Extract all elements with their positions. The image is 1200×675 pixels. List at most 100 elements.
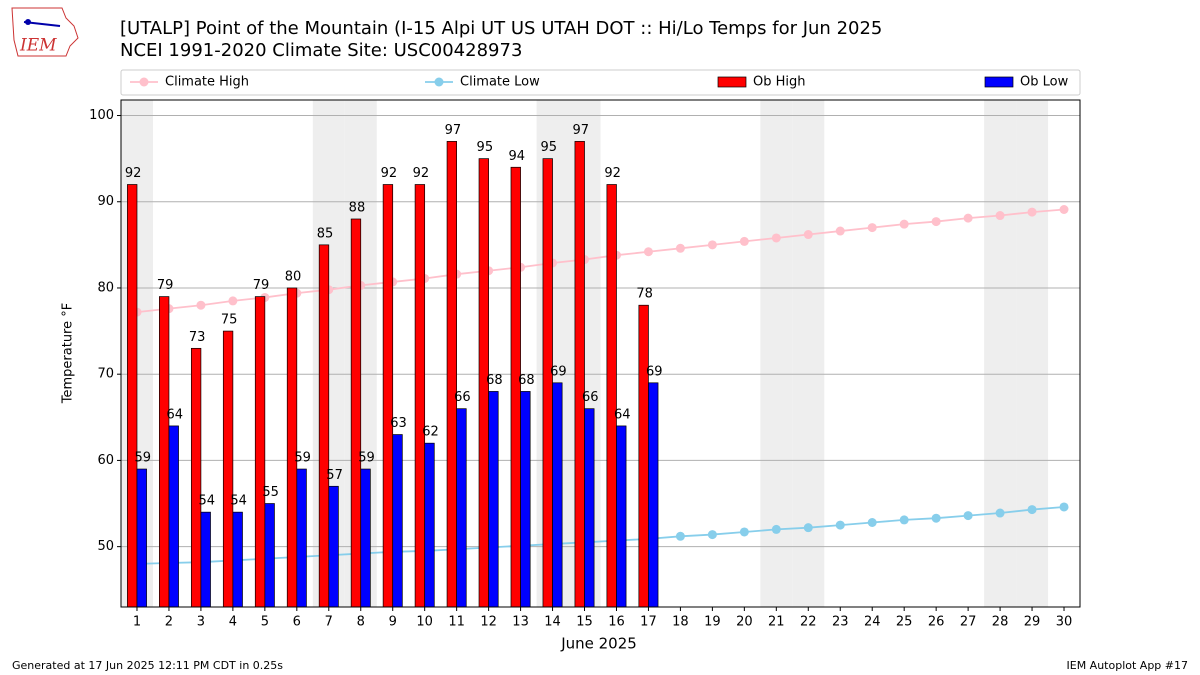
bar — [286, 287, 298, 608]
bar — [127, 184, 138, 608]
line-marker — [228, 296, 238, 306]
line-marker — [803, 523, 813, 533]
bar — [232, 511, 243, 608]
line-marker — [739, 236, 749, 246]
data-label: 94 — [509, 149, 526, 164]
data-label: 55 — [262, 485, 279, 500]
data-label: 59 — [358, 451, 375, 466]
y-tick-label: 100 — [89, 108, 114, 123]
weekend-band — [760, 100, 793, 607]
x-tick-label: 24 — [864, 615, 881, 630]
line-marker — [1059, 502, 1069, 512]
bar — [318, 244, 330, 608]
line-marker — [931, 217, 941, 227]
data-label: 79 — [157, 278, 174, 293]
bar — [584, 408, 595, 608]
y-tick-label: 50 — [97, 539, 114, 554]
y-tick-label: 90 — [97, 194, 114, 209]
line-marker — [899, 219, 909, 229]
x-tick-label: 2 — [165, 615, 173, 630]
data-label: 92 — [125, 166, 142, 181]
legend-label: Climate Low — [460, 75, 540, 90]
line-marker — [1027, 207, 1037, 217]
line-marker — [995, 211, 1005, 221]
bar — [159, 296, 170, 608]
legend-box — [120, 69, 1081, 96]
y-tick-label: 70 — [97, 367, 114, 382]
bar — [168, 425, 179, 608]
bar — [296, 468, 307, 608]
bar — [488, 391, 499, 608]
x-tick-label: 19 — [704, 615, 721, 630]
data-label: 95 — [477, 140, 494, 155]
data-label: 73 — [189, 330, 206, 345]
x-tick-label: 3 — [197, 615, 205, 630]
bar — [414, 184, 426, 608]
weekend-band — [984, 100, 1017, 607]
data-label: 79 — [253, 278, 270, 293]
legend-swatch — [717, 76, 747, 88]
bar — [542, 158, 553, 608]
data-label: 62 — [422, 425, 439, 440]
bar — [552, 382, 563, 608]
x-tick-label: 4 — [229, 615, 237, 630]
x-tick-label: 5 — [261, 615, 269, 630]
logo-text: IEM — [19, 36, 57, 56]
footer-left: Generated at 17 Jun 2025 12:11 PM CDT in… — [12, 659, 283, 672]
bar — [328, 485, 339, 608]
data-label: 80 — [285, 269, 302, 284]
x-tick-label: 7 — [325, 615, 333, 630]
x-tick-label: 29 — [1024, 615, 1041, 630]
line-marker — [771, 524, 781, 534]
line-marker — [867, 518, 877, 527]
y-tick-label: 80 — [97, 280, 114, 295]
data-label: 66 — [582, 390, 599, 405]
x-tick-label: 14 — [544, 615, 561, 630]
line-marker — [675, 531, 685, 541]
line-marker — [707, 530, 717, 540]
bar — [190, 347, 202, 608]
line-marker — [739, 527, 749, 537]
data-label: 68 — [518, 373, 535, 388]
line-marker — [931, 513, 941, 523]
line-marker — [867, 223, 877, 233]
data-label: 59 — [135, 451, 152, 466]
x-tick-label: 11 — [448, 615, 465, 630]
data-label: 85 — [317, 226, 334, 241]
legend-label: Ob Low — [1020, 75, 1069, 90]
x-tick-label: 9 — [389, 615, 397, 630]
x-tick-label: 17 — [640, 615, 657, 630]
bar — [222, 330, 234, 608]
data-label: 68 — [486, 373, 503, 388]
bar — [574, 141, 585, 608]
data-label: 92 — [604, 166, 621, 181]
x-tick-label: 18 — [672, 615, 689, 630]
data-label: 69 — [646, 364, 663, 379]
y-tick-label: 60 — [97, 453, 114, 468]
chart-subtitle: NCEI 1991-2020 Climate Site: USC00428973 — [120, 40, 522, 61]
data-label: 97 — [572, 123, 589, 138]
x-axis-title: June 2025 — [560, 635, 637, 653]
line-marker — [835, 226, 845, 236]
data-label: 88 — [349, 200, 366, 215]
line-marker — [803, 230, 813, 240]
line-marker — [995, 508, 1005, 518]
x-tick-label: 27 — [960, 615, 977, 630]
legend-label: Ob High — [753, 75, 806, 90]
line-marker — [963, 213, 973, 223]
legend-swatch — [984, 76, 1014, 88]
weekend-band — [1016, 100, 1049, 607]
data-label: 66 — [454, 390, 471, 405]
data-label: 63 — [390, 416, 407, 431]
x-tick-label: 13 — [512, 615, 529, 630]
bar — [648, 382, 659, 608]
x-tick-label: 21 — [768, 615, 785, 630]
bar — [136, 468, 147, 608]
x-tick-label: 1 — [133, 615, 141, 630]
x-tick-label: 10 — [416, 615, 433, 630]
y-axis-title: Temperature °F — [61, 303, 76, 404]
x-tick-label: 30 — [1056, 615, 1073, 630]
legend-label: Climate High — [165, 75, 249, 90]
bar — [520, 391, 531, 608]
line-marker — [643, 247, 653, 257]
